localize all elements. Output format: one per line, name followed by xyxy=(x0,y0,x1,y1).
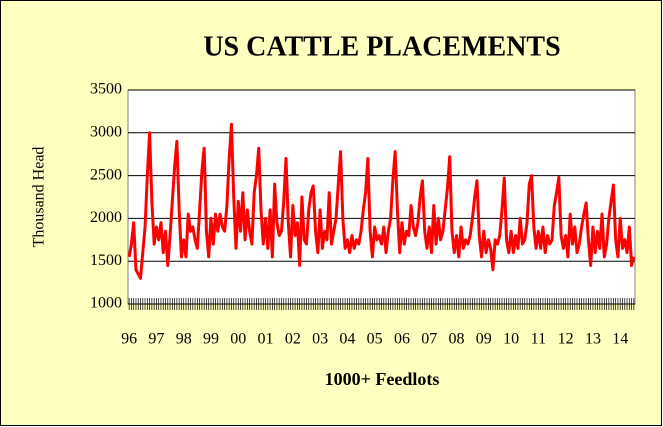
x-tick-label: 99 xyxy=(203,331,219,348)
x-tick-label: 07 xyxy=(421,331,437,348)
x-tick-label: 14 xyxy=(612,331,628,348)
plot-area xyxy=(127,89,636,305)
y-tick-label: 1500 xyxy=(90,252,122,269)
y-axis-title: Thousand Head xyxy=(31,147,48,248)
x-tick-label: 00 xyxy=(230,331,246,348)
y-tick-label: 3000 xyxy=(90,123,122,140)
y-tick-label: 2500 xyxy=(90,166,122,183)
x-tick-label: 04 xyxy=(339,331,355,348)
y-tick-label: 3500 xyxy=(90,81,122,98)
y-tick-label: 2000 xyxy=(90,209,122,226)
x-tick-label: 96 xyxy=(121,331,137,348)
data-line xyxy=(127,122,636,280)
x-axis-title: 1000+ Feedlots xyxy=(325,369,440,389)
y-tick-label: 1000 xyxy=(90,295,122,312)
x-tick-label: 98 xyxy=(176,331,192,348)
x-tick-label: 08 xyxy=(449,331,465,348)
x-tick-label: 10 xyxy=(503,331,519,348)
x-tick-label: 01 xyxy=(258,331,274,348)
x-tick-label: 06 xyxy=(394,331,410,348)
x-tick-label: 09 xyxy=(476,331,492,348)
chart-title: US CATTLE PLACEMENTS xyxy=(203,31,560,62)
x-tick-label: 97 xyxy=(148,331,164,348)
x-tick-label: 12 xyxy=(558,331,574,348)
x-tick-label: 03 xyxy=(312,331,328,348)
x-tick-label: 11 xyxy=(531,331,546,348)
x-tick-label: 05 xyxy=(367,331,383,348)
x-tick-label: 02 xyxy=(285,331,301,348)
x-tick-label: 13 xyxy=(585,331,601,348)
